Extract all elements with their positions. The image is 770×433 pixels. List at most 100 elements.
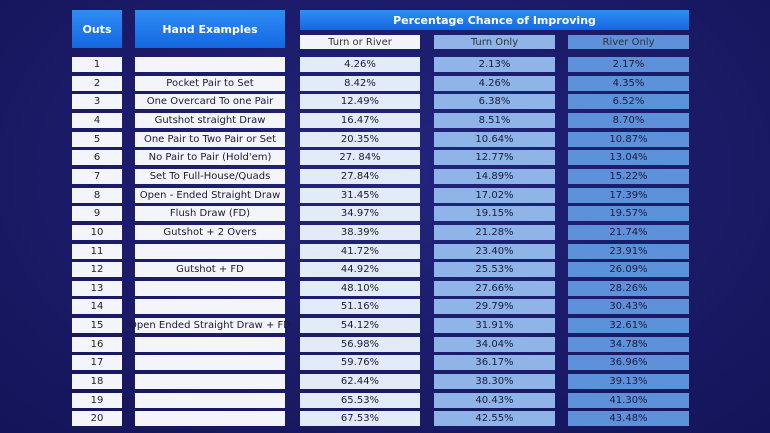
hand-cell	[135, 280, 285, 296]
turn-only-cell: 29.79%	[434, 299, 555, 315]
hand-cell: Gutshot + 2 Overs	[135, 224, 285, 240]
turn-only-cell: 38.30%	[434, 374, 555, 390]
turn-only-cell: 19.15%	[434, 206, 555, 222]
river-only-cell: 26.09%	[568, 262, 689, 278]
turn-only-cell: 8.51%	[434, 112, 555, 128]
outs-cell: 9	[72, 206, 122, 222]
column-header: Turn Only	[434, 35, 555, 49]
column-header: River Only	[568, 35, 689, 49]
hand-cell: Open Ended Straight Draw + FD	[129, 318, 291, 334]
outs-cell: 19	[72, 392, 122, 408]
turn-or-river-cell: 27.84%	[300, 168, 420, 184]
outs-cell: 8	[72, 187, 122, 203]
outs-cell: 4	[72, 112, 122, 128]
outs-cell: 13	[72, 280, 122, 296]
outs-cell: 1	[72, 57, 122, 72]
outs-cell: 12	[72, 262, 122, 278]
turn-or-river-cell: 44.92%	[300, 262, 420, 278]
turn-only-cell: 10.64%	[434, 131, 555, 147]
river-only-cell: 32.61%	[568, 318, 689, 334]
river-only-cell: 2.17%	[568, 57, 689, 72]
outs-cell: 11	[72, 243, 122, 259]
turn-or-river-cell: 67.53%	[300, 411, 420, 427]
hand-cell	[135, 392, 285, 408]
river-only-cell: 17.39%	[568, 187, 689, 203]
turn-or-river-cell: 20.35%	[300, 131, 420, 147]
outs-cell: 20	[72, 411, 122, 427]
turn-only-cell: 40.43%	[434, 392, 555, 408]
turn-or-river-cell: 12.49%	[300, 94, 420, 110]
outs-cell: 18	[72, 374, 122, 390]
turn-or-river-cell: 65.53%	[300, 392, 420, 408]
hand-cell: No Pair to Pair (Hold'em)	[135, 150, 285, 166]
hand-cell	[135, 57, 285, 72]
river-only-cell: 19.57%	[568, 206, 689, 222]
turn-only-cell: 25.53%	[434, 262, 555, 278]
turn-or-river-cell: 8.42%	[300, 75, 420, 91]
outs-cell: 2	[72, 75, 122, 91]
hand-cell: One Overcard To one Pair	[135, 94, 285, 110]
turn-only-cell: 21.28%	[434, 224, 555, 240]
hand-cell: Open - Ended Straight Draw	[135, 187, 285, 203]
turn-or-river-cell: 54.12%	[300, 318, 420, 334]
turn-only-cell: 4.26%	[434, 75, 555, 91]
outs-cell: 6	[72, 150, 122, 166]
turn-or-river-cell: 62.44%	[300, 374, 420, 390]
river-only-cell: 13.04%	[568, 150, 689, 166]
turn-only-cell: 12.77%	[434, 150, 555, 166]
hand-cell	[135, 355, 285, 371]
outs-cell: 17	[72, 355, 122, 371]
hand-cell	[135, 411, 285, 427]
river-only-cell: 6.52%	[568, 94, 689, 110]
river-only-cell: 30.43%	[568, 299, 689, 315]
river-only-cell: 43.48%	[568, 411, 689, 427]
river-only-cell: 23.91%	[568, 243, 689, 259]
river-only-cell: 41.30%	[568, 392, 689, 408]
turn-or-river-cell: 51.16%	[300, 299, 420, 315]
hand-header: Hand Examples	[135, 10, 285, 48]
river-only-cell: 39.13%	[568, 374, 689, 390]
turn-only-cell: 17.02%	[434, 187, 555, 203]
outs-cell: 5	[72, 131, 122, 147]
outs-cell: 15	[72, 318, 122, 334]
hand-cell	[135, 336, 285, 352]
turn-or-river-cell: 31.45%	[300, 187, 420, 203]
turn-or-river-cell: 4.26%	[300, 57, 420, 72]
outs-cell: 3	[72, 94, 122, 110]
outs-cell: 10	[72, 224, 122, 240]
turn-or-river-cell: 27. 84%	[300, 150, 420, 166]
turn-only-cell: 34.04%	[434, 336, 555, 352]
hand-cell	[135, 243, 285, 259]
turn-only-cell: 31.91%	[434, 318, 555, 334]
river-only-cell: 34.78%	[568, 336, 689, 352]
outs-header: Outs	[72, 10, 122, 48]
turn-only-cell: 23.40%	[434, 243, 555, 259]
turn-only-cell: 36.17%	[434, 355, 555, 371]
river-only-cell: 36.96%	[568, 355, 689, 371]
river-only-cell: 15.22%	[568, 168, 689, 184]
river-only-cell: 8.70%	[568, 112, 689, 128]
hand-cell: Gutshot + FD	[135, 262, 285, 278]
outs-cell: 16	[72, 336, 122, 352]
turn-or-river-cell: 59.76%	[300, 355, 420, 371]
hand-cell: One Pair to Two Pair or Set	[135, 131, 285, 147]
turn-or-river-cell: 56.98%	[300, 336, 420, 352]
turn-or-river-cell: 16.47%	[300, 112, 420, 128]
hand-cell: Pocket Pair to Set	[135, 75, 285, 91]
hand-cell: Gutshot straight Draw	[135, 112, 285, 128]
hand-cell: Set To Full-House/Quads	[135, 168, 285, 184]
turn-only-cell: 27.66%	[434, 280, 555, 296]
turn-or-river-cell: 41.72%	[300, 243, 420, 259]
column-header: Turn or River	[300, 35, 420, 49]
turn-only-cell: 6.38%	[434, 94, 555, 110]
turn-or-river-cell: 34.97%	[300, 206, 420, 222]
river-only-cell: 10.87%	[568, 131, 689, 147]
percentage-header: Percentage Chance of Improving	[300, 10, 689, 30]
turn-or-river-cell: 48.10%	[300, 280, 420, 296]
river-only-cell: 21.74%	[568, 224, 689, 240]
outs-cell: 14	[72, 299, 122, 315]
outs-cell: 7	[72, 168, 122, 184]
hand-cell	[135, 374, 285, 390]
hand-cell: Flush Draw (FD)	[135, 206, 285, 222]
